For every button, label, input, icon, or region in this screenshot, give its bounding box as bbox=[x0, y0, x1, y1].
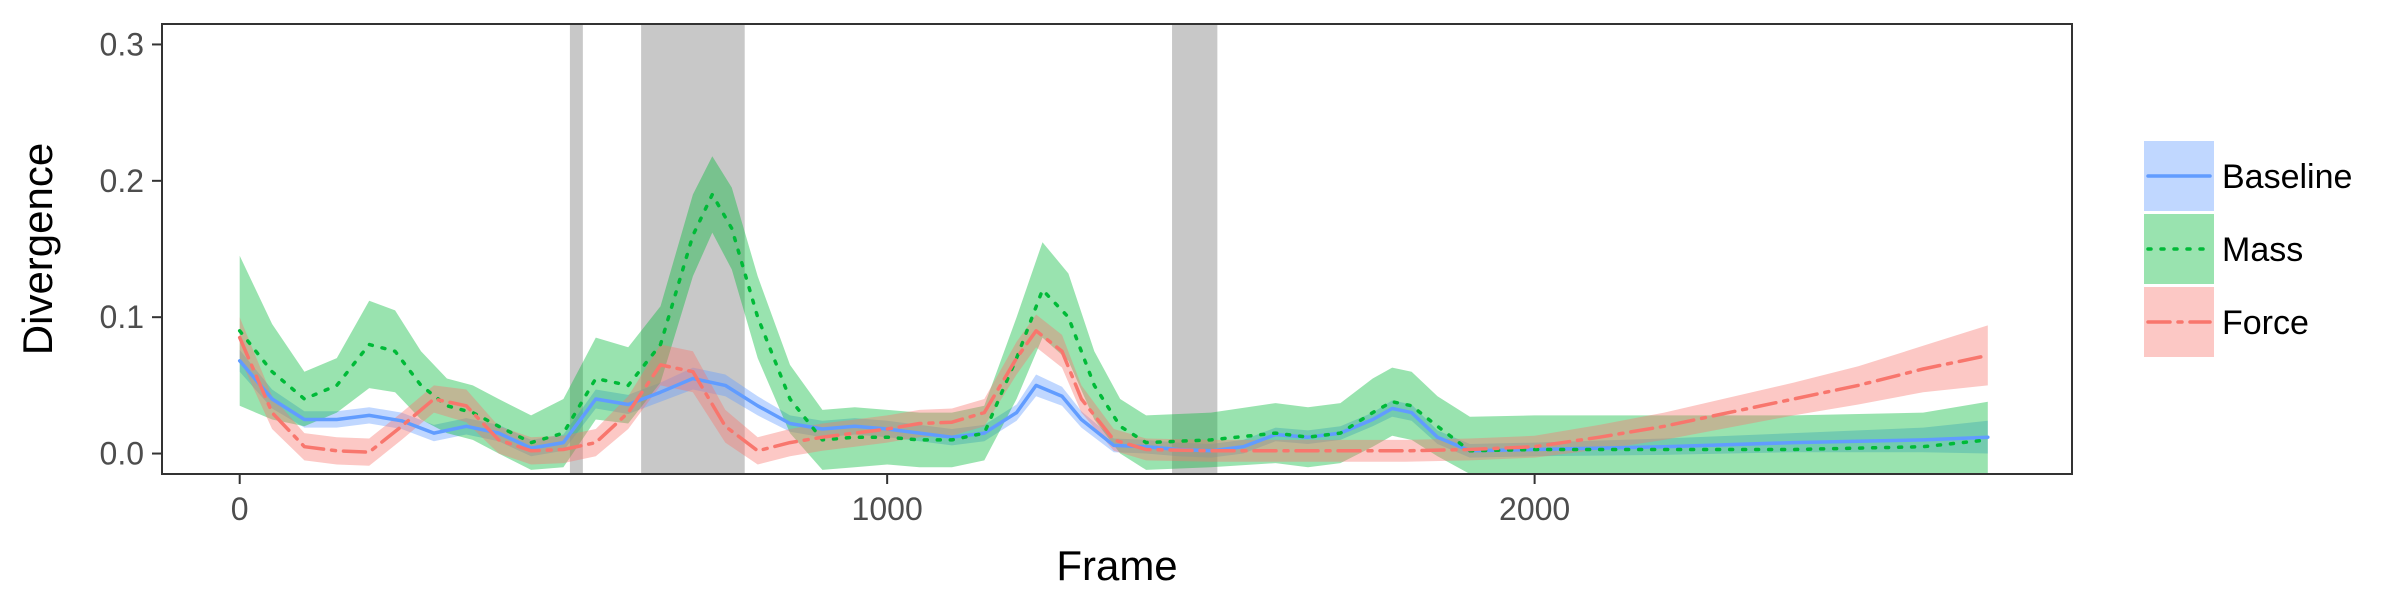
line-mass bbox=[237, 192, 1990, 453]
legend: Baseline Mass Force bbox=[2144, 141, 2352, 357]
y-tick-label: 0.1 bbox=[100, 299, 144, 335]
legend-label-mass: Mass bbox=[2222, 231, 2303, 269]
plot-panel-border bbox=[161, 23, 2073, 475]
shaded-region bbox=[569, 24, 583, 474]
series-lines bbox=[237, 192, 1990, 454]
y-tick-label: 0.2 bbox=[100, 163, 144, 199]
legend-item-force: Force bbox=[2144, 287, 2309, 357]
y-axis-title: Divergence bbox=[14, 143, 61, 355]
shaded-region bbox=[1172, 24, 1218, 474]
x-tick-label: 2000 bbox=[1499, 491, 1570, 527]
x-axis-title: Frame bbox=[1056, 542, 1177, 589]
legend-item-baseline: Baseline bbox=[2144, 141, 2352, 211]
legend-label-force: Force bbox=[2222, 304, 2309, 342]
y-tick-label: 0.3 bbox=[100, 26, 144, 62]
line-force bbox=[237, 329, 1990, 454]
band-baseline bbox=[239, 349, 1988, 458]
x-tick-label: 1000 bbox=[852, 491, 923, 527]
legend-item-mass: Mass bbox=[2144, 214, 2303, 284]
shaded-region bbox=[641, 24, 745, 474]
shaded-regions bbox=[569, 24, 1218, 474]
legend-label-baseline: Baseline bbox=[2222, 158, 2352, 196]
y-tick-label: 0.0 bbox=[100, 436, 144, 472]
x-tick-label: 0 bbox=[231, 491, 249, 527]
line-baseline bbox=[237, 359, 1990, 453]
band-force bbox=[239, 314, 1988, 466]
axes: 0 1000 2000 0.0 0.1 0.2 0.3 bbox=[100, 26, 1571, 527]
